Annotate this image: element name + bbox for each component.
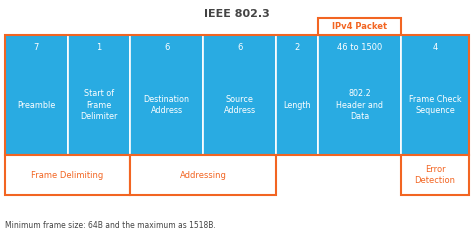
Text: Error
Detection: Error Detection [415, 165, 456, 185]
Text: 2: 2 [294, 42, 300, 52]
Text: 7: 7 [34, 42, 39, 52]
Bar [401, 35, 469, 155]
Text: Preamble: Preamble [17, 100, 55, 109]
Text: 802.2
Header and
Data: 802.2 Header and Data [336, 89, 383, 120]
Text: Length: Length [283, 100, 310, 109]
Text: Destination
Address: Destination Address [144, 95, 190, 115]
Bar [5, 35, 469, 155]
Bar [318, 18, 401, 35]
Bar [130, 155, 276, 195]
Text: 1: 1 [96, 42, 101, 52]
Bar [318, 35, 401, 155]
Bar [203, 35, 276, 155]
Bar [130, 35, 203, 155]
Text: IPv4 Packet: IPv4 Packet [332, 22, 387, 31]
Text: Start of
Frame
Delimiter: Start of Frame Delimiter [80, 89, 118, 120]
Text: 6: 6 [164, 42, 169, 52]
Text: 4: 4 [432, 42, 438, 52]
Text: IEEE 802.3: IEEE 802.3 [204, 9, 270, 19]
Bar [276, 35, 318, 155]
Text: Frame Delimiting: Frame Delimiting [31, 170, 104, 180]
Bar [5, 35, 68, 155]
Bar [68, 35, 130, 155]
Bar [401, 155, 469, 195]
Text: 46 to 1500: 46 to 1500 [337, 42, 382, 52]
Text: Minimum frame size: 64B and the maximum as 1518B.: Minimum frame size: 64B and the maximum … [5, 221, 216, 229]
Text: 6: 6 [237, 42, 242, 52]
Text: Frame Check
Sequence: Frame Check Sequence [409, 95, 461, 115]
Bar [5, 155, 130, 195]
Text: Source
Address: Source Address [224, 95, 255, 115]
Text: Addressing: Addressing [180, 170, 227, 180]
